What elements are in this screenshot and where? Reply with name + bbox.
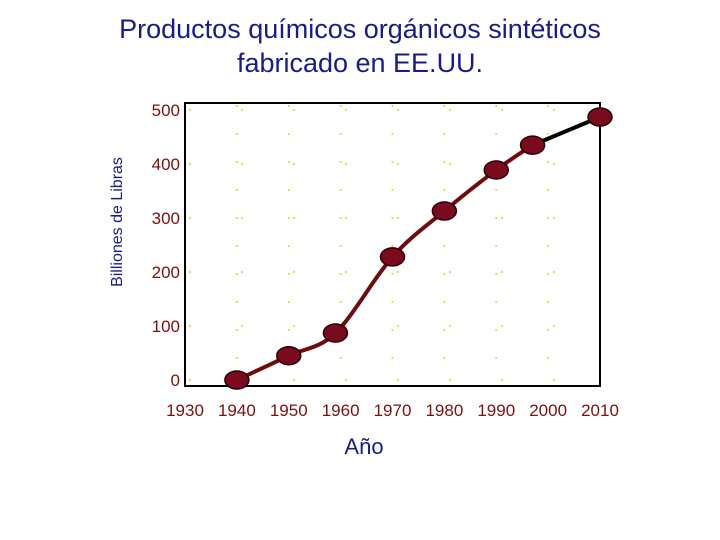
series-last-segment: [531, 115, 601, 147]
data-point-1990: [483, 160, 509, 180]
series-line: [236, 115, 601, 382]
series-markers: [224, 107, 613, 390]
y-axis-ticks: 0 100 200 300 400 500: [152, 101, 180, 390]
y-tick-label-200: 200: [152, 263, 180, 282]
y-tick-label-500: 500: [152, 101, 180, 120]
y-axis-label: Billiones de Libras: [109, 157, 126, 287]
data-point-2010: [587, 107, 613, 127]
x-axis-label: Año: [344, 434, 383, 459]
x-axis-ticks: 1930 1940 1950 1960 1970 1980 1990 2000 2010: [166, 401, 619, 420]
y-tick-label-100: 100: [152, 317, 180, 336]
title-line-1: Productos químicos orgánicos sintéticos: [119, 14, 601, 44]
y-tick-label-400: 400: [152, 155, 180, 174]
y-tick-label-0: 0: [171, 371, 180, 390]
data-point-1970: [379, 247, 406, 267]
data-point-1940: [224, 370, 250, 390]
x-tick-label-2000: 2000: [529, 401, 567, 420]
x-tick-label-2010: 2010: [581, 401, 619, 420]
data-point-1959: [322, 323, 349, 343]
x-tick-label-1970: 1970: [374, 401, 412, 420]
x-tick-label-1950: 1950: [270, 401, 308, 420]
plot-frame: [184, 102, 601, 387]
x-tick-label-1980: 1980: [425, 401, 463, 420]
title-line-2: fabricado en EE.UU.: [236, 48, 484, 78]
chart-title: Productos químicos orgánicos sintéticos …: [0, 12, 720, 80]
data-point-1980: [431, 201, 458, 221]
x-tick-label-1940: 1940: [218, 401, 256, 420]
x-tick-label-1960: 1960: [322, 401, 360, 420]
x-tick-label-1990: 1990: [477, 401, 515, 420]
x-tick-label-1930: 1930: [166, 401, 204, 420]
data-point-1997: [519, 135, 546, 155]
y-tick-label-300: 300: [152, 209, 180, 228]
data-point-1950: [276, 345, 302, 366]
